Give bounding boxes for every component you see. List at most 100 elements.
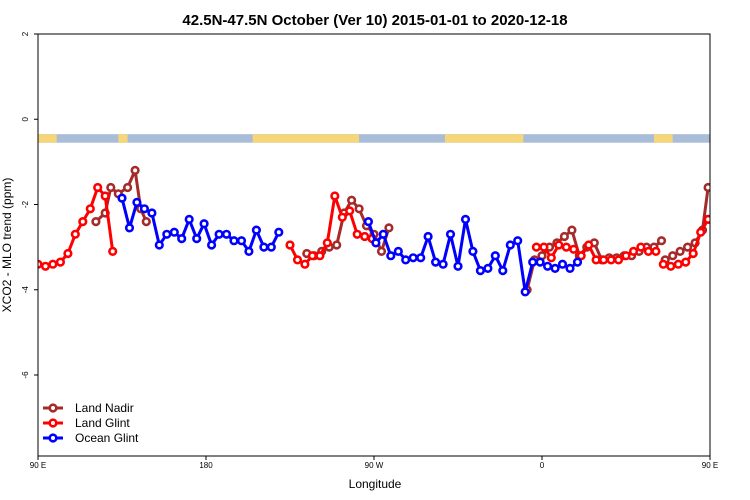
data-point	[572, 257, 583, 267]
data-point	[673, 259, 683, 269]
land-band-segment	[38, 134, 57, 143]
data-point	[100, 191, 110, 201]
chart-title: 42.5N-47.5N October (Ver 10) 2015-01-01 …	[182, 12, 567, 29]
data-point	[712, 191, 719, 198]
data-point	[184, 214, 194, 224]
data-point	[322, 238, 332, 248]
data-point	[561, 242, 571, 252]
series-line	[716, 198, 750, 245]
x-tick-label: 90 E	[702, 461, 718, 470]
data-point	[347, 195, 357, 205]
data-point	[376, 246, 387, 256]
data-point	[505, 240, 515, 250]
data-point	[274, 227, 284, 237]
data-point	[124, 223, 135, 233]
data-point	[423, 231, 433, 242]
data-point	[393, 246, 403, 256]
data-point	[720, 184, 727, 191]
data-point	[438, 259, 448, 269]
data-point	[292, 255, 303, 265]
data-point	[169, 227, 179, 237]
x-tick-label: 90 W	[365, 461, 384, 470]
land-band-segment	[252, 134, 360, 143]
data-point	[55, 257, 66, 267]
land-ocean-band	[38, 134, 710, 143]
data-point	[85, 204, 95, 214]
legend-label: Land Glint	[75, 416, 130, 430]
data-point	[460, 214, 471, 224]
data-point	[307, 251, 318, 261]
data-point	[70, 229, 80, 239]
data-point	[636, 242, 646, 252]
data-point	[727, 193, 734, 200]
data-point	[154, 240, 164, 250]
x-tick-label: 180	[199, 461, 213, 470]
data-point	[177, 234, 187, 244]
legend-item: Land Nadir	[43, 401, 134, 415]
data-point	[106, 182, 116, 193]
y-tick-label: -6	[21, 371, 30, 379]
data-point	[557, 259, 568, 269]
data-point	[720, 225, 727, 232]
data-point	[386, 251, 396, 261]
data-point	[656, 236, 667, 246]
data-point	[528, 257, 538, 267]
data-point	[332, 240, 342, 250]
data-point	[408, 253, 418, 263]
data-point	[703, 214, 710, 224]
data-point	[147, 208, 157, 218]
data-point	[712, 206, 719, 213]
data-point	[682, 242, 693, 252]
data-point	[352, 229, 362, 239]
data-point	[483, 263, 493, 274]
data-point	[535, 257, 545, 267]
data-point	[360, 231, 370, 242]
data-point	[550, 263, 560, 274]
data-point	[559, 231, 570, 242]
data-point	[91, 217, 101, 227]
data-point	[727, 167, 734, 174]
data-point	[598, 255, 609, 265]
data-point	[416, 253, 426, 263]
series-line	[664, 186, 710, 262]
y-tick-label: 2	[21, 31, 30, 36]
data-point	[199, 219, 209, 229]
legend-label: Ocean Glint	[75, 431, 139, 445]
y-tick-label: -4	[21, 286, 30, 294]
data-point	[621, 251, 631, 261]
data-point	[354, 204, 364, 214]
x-axis: 90 E 180 90 W 0 90 E	[30, 456, 718, 470]
data-point	[735, 206, 742, 213]
data-point	[613, 255, 624, 265]
data-point	[300, 259, 310, 269]
legend-swatch-marker	[48, 433, 58, 443]
legend-item: Ocean Glint	[43, 431, 139, 445]
data-point	[330, 191, 340, 201]
data-point	[475, 266, 486, 276]
land-band-segment	[118, 134, 128, 143]
data-point	[546, 253, 556, 263]
data-point	[539, 242, 549, 252]
data-point	[378, 229, 388, 239]
data-point	[712, 195, 719, 202]
y-tick-label: -2	[21, 200, 30, 208]
x-tick-label: 90 E	[30, 461, 46, 470]
data-point	[162, 229, 172, 239]
legend-swatch-marker	[48, 403, 58, 413]
data-point	[117, 193, 127, 203]
data-point	[565, 263, 575, 274]
data-point	[666, 261, 676, 271]
data-point	[192, 234, 202, 244]
data-point	[132, 197, 142, 207]
data-point	[569, 244, 579, 254]
data-point	[244, 246, 254, 256]
data-point	[431, 257, 441, 267]
x-tick-label: 0	[540, 461, 545, 470]
series-layer	[38, 165, 750, 297]
series-ocean-glint	[117, 193, 750, 297]
data-point	[337, 212, 347, 222]
data-point	[141, 217, 151, 227]
data-point	[584, 240, 594, 250]
